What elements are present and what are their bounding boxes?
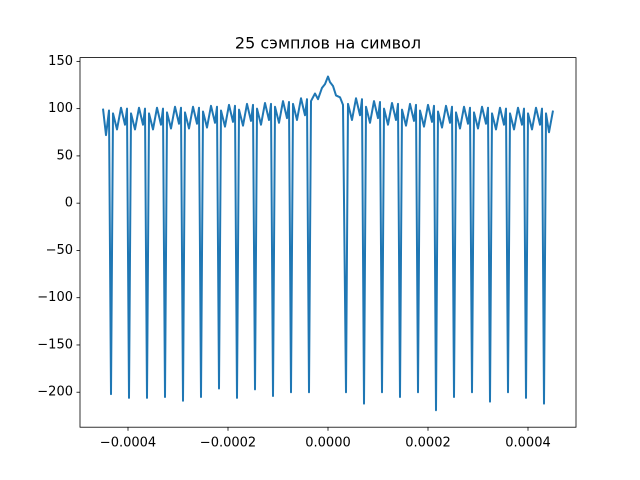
- y-tick-label: −50: [46, 243, 73, 258]
- y-tick-label: −100: [37, 290, 73, 305]
- x-tick-label: 0.0004: [505, 436, 551, 451]
- x-tick-label: −0.0002: [200, 436, 256, 451]
- chart-title: 25 сэмплов на символ: [235, 34, 421, 53]
- plot-frame: [79, 57, 577, 428]
- x-tick-label: 0.0000: [305, 436, 351, 451]
- x-tick-label: 0.0002: [405, 436, 451, 451]
- y-tick-label: 150: [48, 54, 73, 69]
- x-tick-label: −0.0004: [100, 436, 156, 451]
- y-tick-label: 100: [48, 101, 73, 116]
- data-line: [102, 75, 554, 412]
- y-tick-label: −150: [37, 337, 73, 352]
- y-tick-label: −200: [37, 385, 73, 400]
- y-tick-label: 50: [56, 148, 73, 163]
- y-tick-label: 0: [65, 196, 73, 211]
